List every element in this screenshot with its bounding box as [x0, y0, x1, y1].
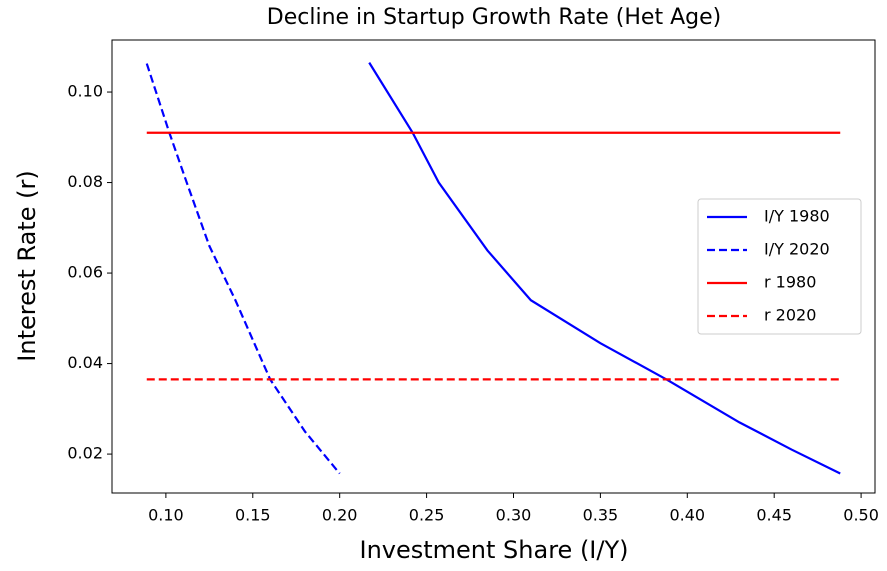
legend-label: I/Y 1980 — [764, 207, 830, 226]
series-line — [145, 63, 341, 475]
x-tick-label: 0.25 — [409, 506, 445, 525]
y-axis-label: Interest Rate (r) — [13, 170, 41, 361]
plot-frame — [111, 39, 876, 494]
x-tick-label: 0.50 — [843, 506, 879, 525]
x-axis-label: Investment Share (I/Y) — [359, 536, 628, 564]
x-tick-label: 0.15 — [235, 506, 271, 525]
x-tick-label: 0.30 — [496, 506, 532, 525]
y-tick-label: 0.08 — [67, 172, 103, 191]
legend-label: r 1980 — [764, 273, 816, 292]
legend-box — [697, 198, 862, 335]
chart-title: Decline in Startup Growth Rate (Het Age) — [267, 5, 721, 30]
legend-label: I/Y 2020 — [764, 240, 830, 259]
x-tick-label: 0.45 — [756, 506, 792, 525]
y-tick-label: 0.04 — [67, 353, 103, 372]
y-tick-label: 0.02 — [67, 444, 103, 463]
x-tick-label: 0.10 — [148, 506, 184, 525]
series-line — [368, 62, 841, 475]
legend-label: r 2020 — [764, 306, 816, 325]
x-tick-label: 0.35 — [583, 506, 619, 525]
y-tick-label: 0.10 — [67, 82, 103, 101]
y-tick-label: 0.06 — [67, 263, 103, 282]
x-tick-label: 0.40 — [669, 506, 705, 525]
x-tick-label: 0.20 — [322, 506, 358, 525]
